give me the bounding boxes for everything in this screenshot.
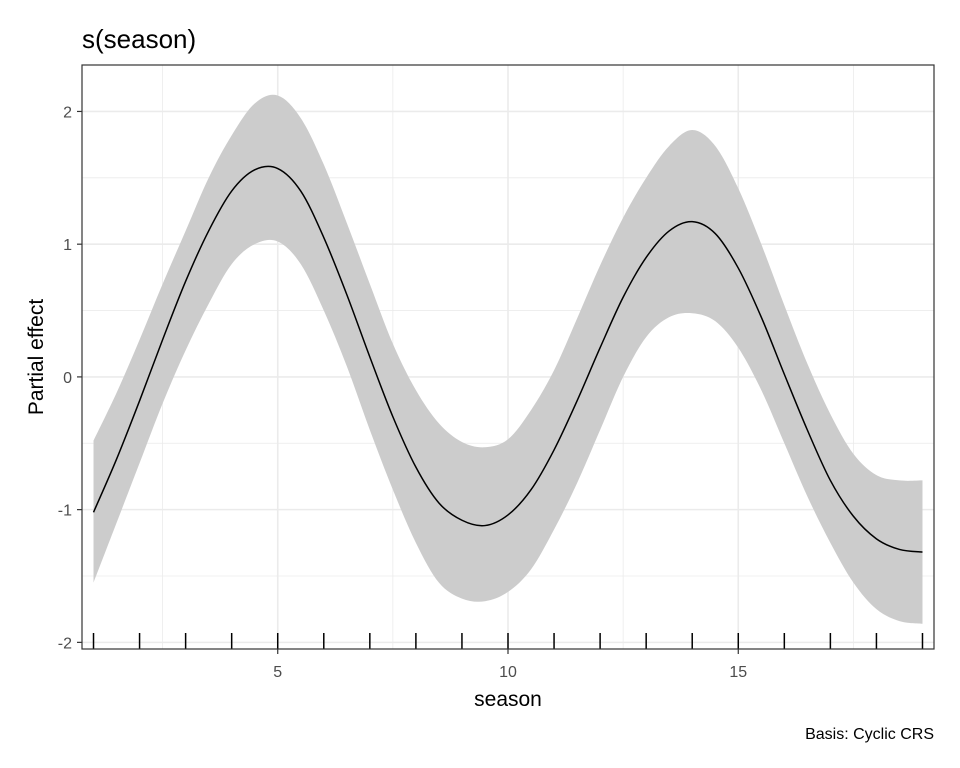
y-tick-label: 0 <box>63 370 72 387</box>
y-axis: -2 -1 0 1 2 <box>58 104 82 652</box>
y-tick-label: -2 <box>58 635 72 652</box>
y-axis-title: Partial effect <box>25 299 48 416</box>
chart-title: s(season) <box>82 24 196 54</box>
smooth-line <box>92 165 923 553</box>
x-tick-label: 5 <box>273 664 282 681</box>
y-tick-label: 2 <box>63 104 72 121</box>
x-axis: 5 10 15 <box>273 649 747 681</box>
rug <box>92 633 924 649</box>
x-tick-label: 10 <box>499 664 517 681</box>
y-tick-label: -1 <box>58 503 72 520</box>
x-tick-label: 15 <box>729 664 747 681</box>
y-tick-label: 1 <box>63 237 72 254</box>
caption: Basis: Cyclic CRS <box>805 726 934 743</box>
confidence-band <box>93 94 923 624</box>
x-axis-title: season <box>474 688 542 711</box>
